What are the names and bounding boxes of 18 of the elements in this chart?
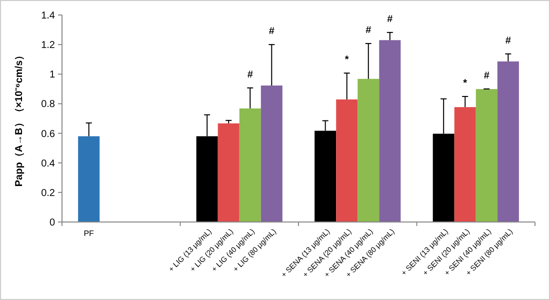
y-tick-label: 0 xyxy=(49,218,56,228)
y-axis-title: Papp（A→B）（×10⁻⁶cm/s） xyxy=(14,50,25,187)
annotation: # xyxy=(268,26,275,38)
y-tick-label: 0.8 xyxy=(41,99,56,110)
y-tick-label: 1.4 xyxy=(41,10,56,22)
y-tick-label: 1.2 xyxy=(41,40,56,52)
y-tick-label: 1 xyxy=(49,70,56,81)
y-tick-label: 0.2 xyxy=(41,188,56,199)
annotation: # xyxy=(247,69,254,80)
x-tick-label: PF xyxy=(84,229,94,238)
y-tick-label: 0.4 xyxy=(41,158,56,170)
annotation: * xyxy=(463,78,468,89)
annotation: * xyxy=(344,54,349,66)
annotation: # xyxy=(366,25,372,36)
y-tick-label: 0.6 xyxy=(41,128,56,140)
annotation: # xyxy=(484,70,490,82)
annotation: # xyxy=(387,14,394,25)
annotation: # xyxy=(505,35,512,46)
